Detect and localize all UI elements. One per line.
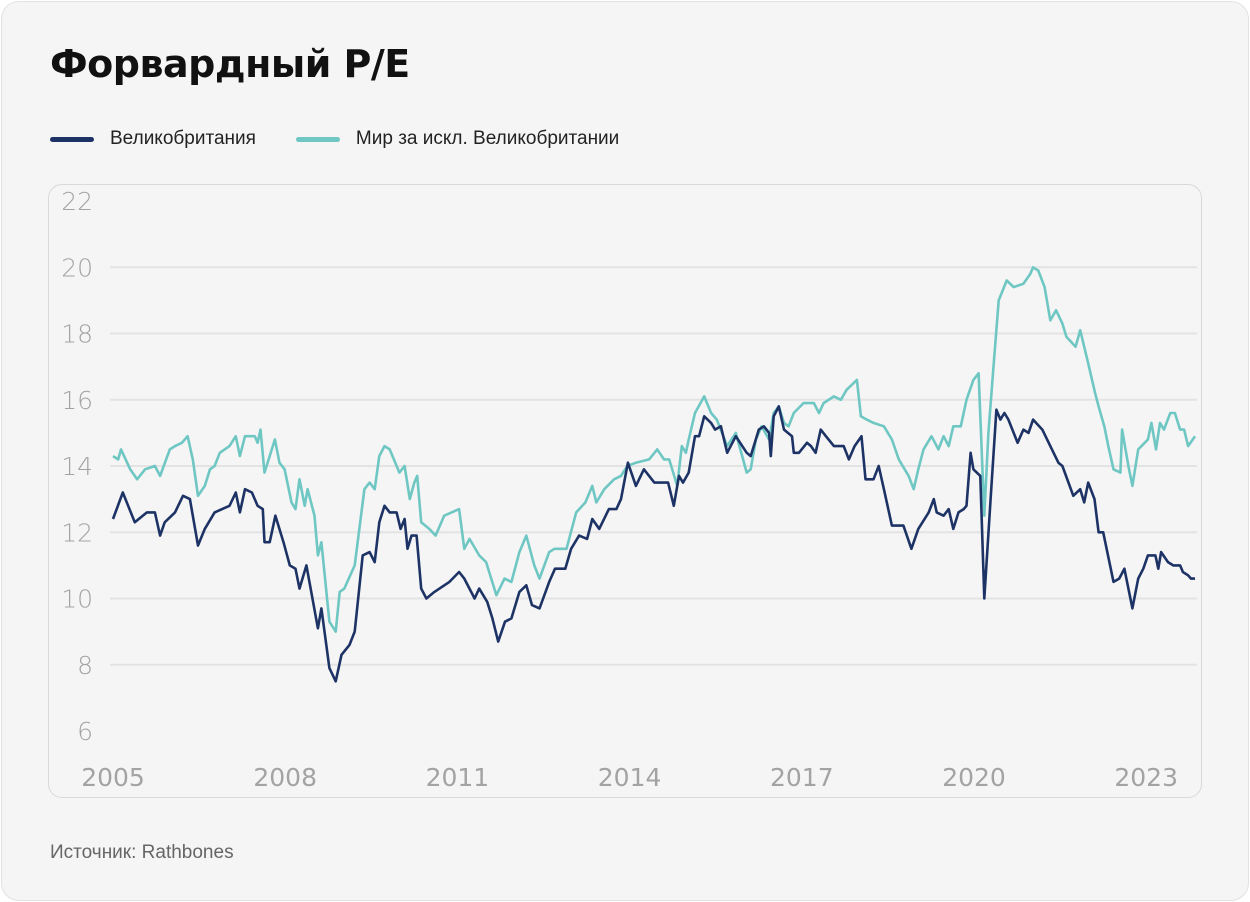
chart-title: Форвардный P/E	[50, 42, 410, 86]
legend-label-world: Мир за искл. Великобритании	[355, 128, 620, 149]
legend: Великобритания Мир за искл. Великобритан…	[50, 128, 659, 150]
x-tick-label: 2011	[426, 763, 490, 792]
y-tick-label: 20	[61, 253, 93, 282]
legend-item-uk: Великобритания	[50, 128, 256, 150]
x-tick-label: 2014	[598, 763, 662, 792]
x-tick-label: 2008	[253, 763, 317, 792]
y-tick-label: 8	[77, 651, 93, 680]
x-tick-label: 2017	[770, 763, 834, 792]
y-tick-label: 12	[61, 518, 93, 547]
x-tick-label: 2020	[942, 763, 1006, 792]
x-tick-label: 2023	[1114, 763, 1178, 792]
legend-swatch-uk	[50, 136, 94, 142]
plot-panel	[48, 184, 1202, 798]
y-tick-label: 22	[61, 187, 93, 216]
series-line-world	[112, 266, 1197, 633]
legend-item-world: Мир за искл. Великобритании	[295, 128, 620, 150]
y-tick-label: 6	[77, 717, 93, 746]
y-tick-label: 14	[61, 452, 93, 481]
y-tick-label: 18	[61, 320, 93, 349]
y-tick-label: 16	[61, 386, 93, 415]
series-line-uk	[111, 405, 1195, 683]
y-tick-label: 10	[61, 585, 93, 614]
legend-label-uk: Великобритания	[110, 128, 256, 149]
legend-swatch-world	[295, 136, 340, 142]
source-note: Источник: Rathbones	[50, 842, 234, 863]
x-tick-label: 2005	[81, 763, 145, 792]
